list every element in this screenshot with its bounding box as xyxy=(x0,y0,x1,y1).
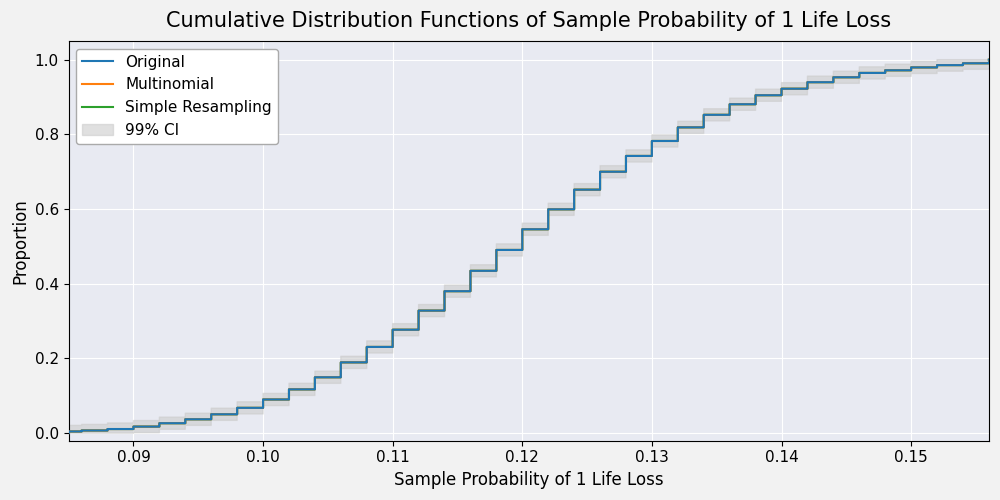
Simple Resampling xyxy=(335,364,347,370)
Simple Resampling xyxy=(905,66,917,71)
Simple Resampling xyxy=(568,192,580,198)
Multinomial xyxy=(231,409,243,415)
Multinomial xyxy=(516,238,528,244)
Multinomial xyxy=(335,364,347,370)
Line: Simple Resampling: Simple Resampling xyxy=(0,60,1000,433)
Original xyxy=(983,56,995,62)
Original xyxy=(231,409,243,415)
Simple Resampling xyxy=(231,409,243,415)
Line: Multinomial: Multinomial xyxy=(0,60,1000,433)
Original xyxy=(63,430,75,436)
Multinomial xyxy=(983,56,995,62)
Multinomial xyxy=(905,66,917,71)
Title: Cumulative Distribution Functions of Sample Probability of 1 Life Loss: Cumulative Distribution Functions of Sam… xyxy=(166,11,891,31)
Simple Resampling xyxy=(439,291,451,297)
Original xyxy=(516,238,528,244)
Y-axis label: Proportion: Proportion xyxy=(11,198,29,284)
X-axis label: Sample Probability of 1 Life Loss: Sample Probability of 1 Life Loss xyxy=(394,471,664,489)
Simple Resampling xyxy=(63,430,75,436)
Simple Resampling xyxy=(983,56,995,62)
Original xyxy=(439,291,451,297)
Multinomial xyxy=(63,430,75,436)
Original xyxy=(568,192,580,198)
Multinomial xyxy=(439,291,451,297)
Legend: Original, Multinomial, Simple Resampling, 99% CI: Original, Multinomial, Simple Resampling… xyxy=(76,48,278,144)
Simple Resampling xyxy=(516,238,528,244)
Line: Original: Original xyxy=(0,60,1000,433)
Original xyxy=(905,66,917,71)
Original xyxy=(335,364,347,370)
Multinomial xyxy=(568,192,580,198)
